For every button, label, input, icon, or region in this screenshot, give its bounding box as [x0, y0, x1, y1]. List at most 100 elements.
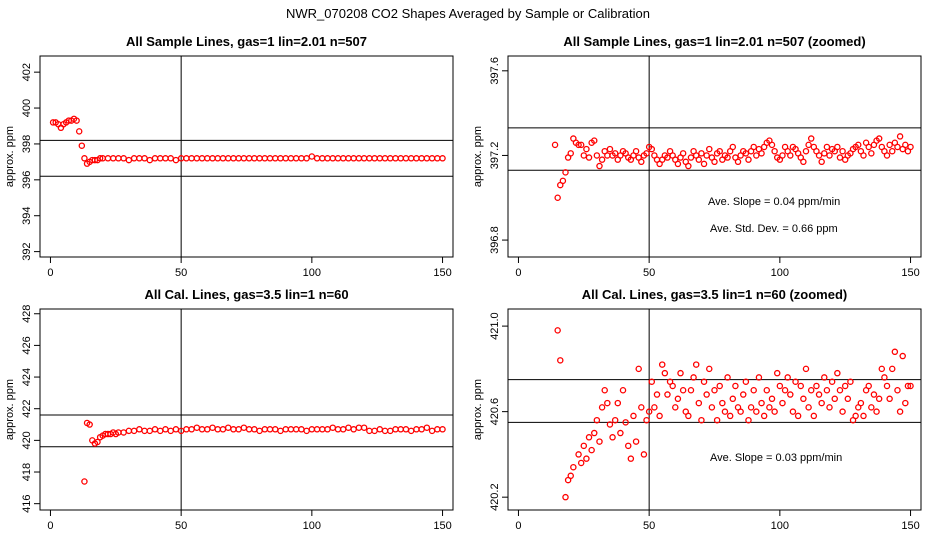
- data-point: [802, 365, 810, 373]
- x-tick-label: 150: [901, 520, 919, 532]
- data-point: [685, 162, 692, 170]
- data-point: [643, 150, 650, 157]
- data-point: [797, 382, 805, 390]
- data-point: [622, 419, 629, 426]
- data-point: [773, 369, 781, 377]
- plot-frame: [507, 55, 922, 258]
- chart-title: All Cal. Lines, gas=3.5 lin=1 n=60: [144, 287, 348, 302]
- data-point: [810, 412, 818, 420]
- data-point: [585, 434, 593, 441]
- data-point: [619, 387, 627, 394]
- data-point: [734, 158, 742, 166]
- data-point: [575, 141, 582, 149]
- data-point: [873, 408, 880, 415]
- data-point: [875, 135, 883, 142]
- data-point: [716, 147, 723, 155]
- data-point: [562, 493, 569, 501]
- data-point: [81, 155, 88, 162]
- data-point: [815, 152, 823, 159]
- data-point: [591, 429, 598, 437]
- data-point: [787, 152, 794, 159]
- data-point: [695, 156, 703, 163]
- data-point: [852, 412, 859, 420]
- data-point: [635, 365, 642, 373]
- data-point: [747, 404, 755, 411]
- data-point: [593, 416, 601, 424]
- data-point: [883, 152, 891, 159]
- data-point: [802, 147, 810, 155]
- data-point: [360, 424, 368, 431]
- data-point: [606, 421, 614, 428]
- data-point: [632, 438, 640, 445]
- data-point: [94, 438, 101, 446]
- data-point: [818, 399, 825, 407]
- data-point: [86, 421, 93, 428]
- data-point: [807, 135, 815, 142]
- data-point: [860, 152, 867, 159]
- data-point: [554, 327, 561, 334]
- data-point: [716, 382, 723, 390]
- data-point: [771, 147, 778, 155]
- data-point: [823, 387, 831, 394]
- data-point: [627, 455, 635, 462]
- data-point: [766, 404, 773, 411]
- data-point: [907, 143, 914, 151]
- x-tick-label: 150: [433, 520, 451, 532]
- chart-panel-4: All Cal. Lines, gas=3.5 lin=1 n=60 (zoom…: [472, 287, 922, 532]
- data-point: [570, 463, 577, 471]
- data-point: [815, 391, 823, 398]
- data-point: [611, 150, 619, 157]
- annotation: Ave. Std. Dev. = 0.66 ppm: [710, 223, 838, 235]
- data-point: [606, 145, 614, 153]
- data-points: [49, 115, 446, 167]
- data-point: [664, 391, 671, 398]
- data-point: [784, 374, 791, 381]
- data-point: [567, 150, 574, 157]
- data-point: [638, 158, 645, 166]
- data-point: [789, 408, 797, 415]
- data-point: [604, 399, 611, 407]
- y-tick-label: 402: [21, 63, 33, 81]
- data-point: [758, 399, 765, 407]
- data-point: [836, 154, 844, 161]
- x-tick-label: 100: [771, 520, 789, 532]
- data-point: [653, 391, 661, 398]
- data-point: [719, 399, 726, 407]
- data-point: [567, 472, 574, 480]
- data-point: [870, 391, 878, 398]
- data-point: [839, 147, 846, 155]
- data-point: [883, 382, 891, 390]
- data-point: [894, 143, 901, 151]
- data-point: [768, 395, 776, 403]
- data-point: [580, 152, 588, 159]
- data-point: [886, 141, 893, 149]
- chart-panel-1: All Sample Lines, gas=1 lin=2.01 n=507 0 5…: [4, 34, 454, 279]
- plot-frame: [507, 308, 922, 511]
- data-point: [737, 408, 744, 415]
- data-point: [651, 404, 658, 411]
- data-point: [839, 408, 846, 415]
- data-point: [881, 374, 888, 381]
- chart-title: All Cal. Lines, gas=3.5 lin=1 n=60 (zoom…: [582, 287, 848, 302]
- data-point: [896, 133, 904, 140]
- data-point: [760, 412, 768, 420]
- data-point: [580, 442, 588, 450]
- y-axis-label: approx. ppm: [4, 126, 16, 187]
- data-point: [643, 416, 650, 424]
- x-tick-label: 50: [175, 267, 187, 279]
- data-point: [439, 426, 446, 433]
- data-point: [834, 143, 841, 151]
- data-point: [632, 147, 640, 155]
- data-point: [753, 152, 760, 159]
- y-tick-label: 416: [21, 494, 33, 512]
- data-point: [847, 378, 854, 385]
- data-point: [596, 162, 603, 170]
- x-tick-label: 150: [433, 267, 451, 279]
- data-point: [698, 416, 705, 424]
- y-axis-label: approx. ppm: [4, 379, 16, 440]
- data-point: [575, 451, 582, 458]
- data-point: [713, 416, 721, 424]
- x-tick-label: 100: [303, 520, 321, 532]
- data-point: [78, 142, 86, 149]
- data-point: [648, 378, 656, 385]
